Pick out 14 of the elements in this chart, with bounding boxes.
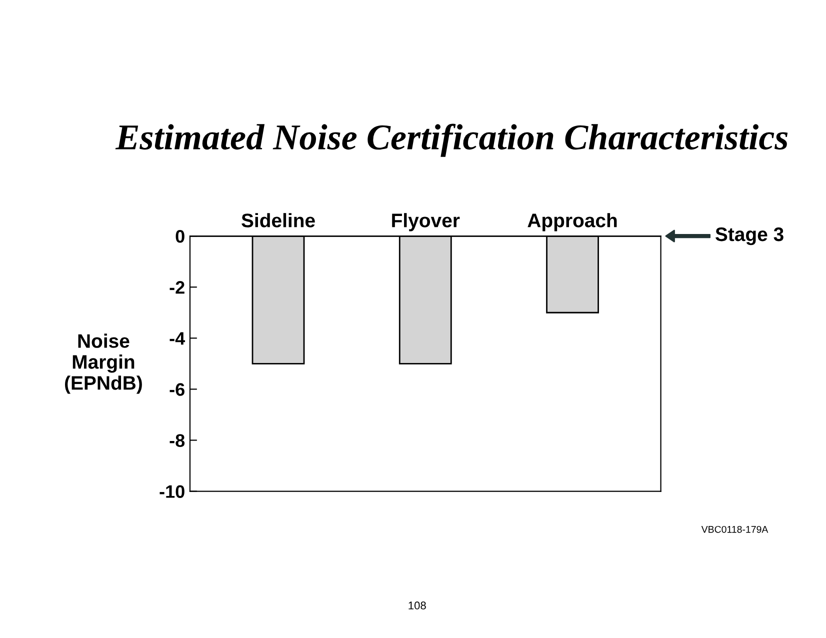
x-tick-label: Flyover xyxy=(392,213,460,232)
y-tick-label: -2 xyxy=(170,281,184,294)
x-tick-label: Approach xyxy=(528,213,617,232)
y-tick-label: -8 xyxy=(170,434,185,447)
y-tick-label: -4 xyxy=(170,332,186,345)
chart-title: Estimated Noise Certification Characteristics xyxy=(115,124,788,157)
text: 108 xyxy=(408,602,426,610)
x-tick-label: Sideline xyxy=(242,213,315,228)
y-tick-label: -10 xyxy=(160,485,184,498)
ref-line-label: Stage 3 xyxy=(716,227,784,246)
y-axis-title: Noise Margin (EPNdB) xyxy=(65,334,142,394)
y-tick-label: 0 xyxy=(176,230,184,243)
y-tick-label: -6 xyxy=(170,383,184,396)
text: VBC0118-179A xyxy=(701,526,768,533)
